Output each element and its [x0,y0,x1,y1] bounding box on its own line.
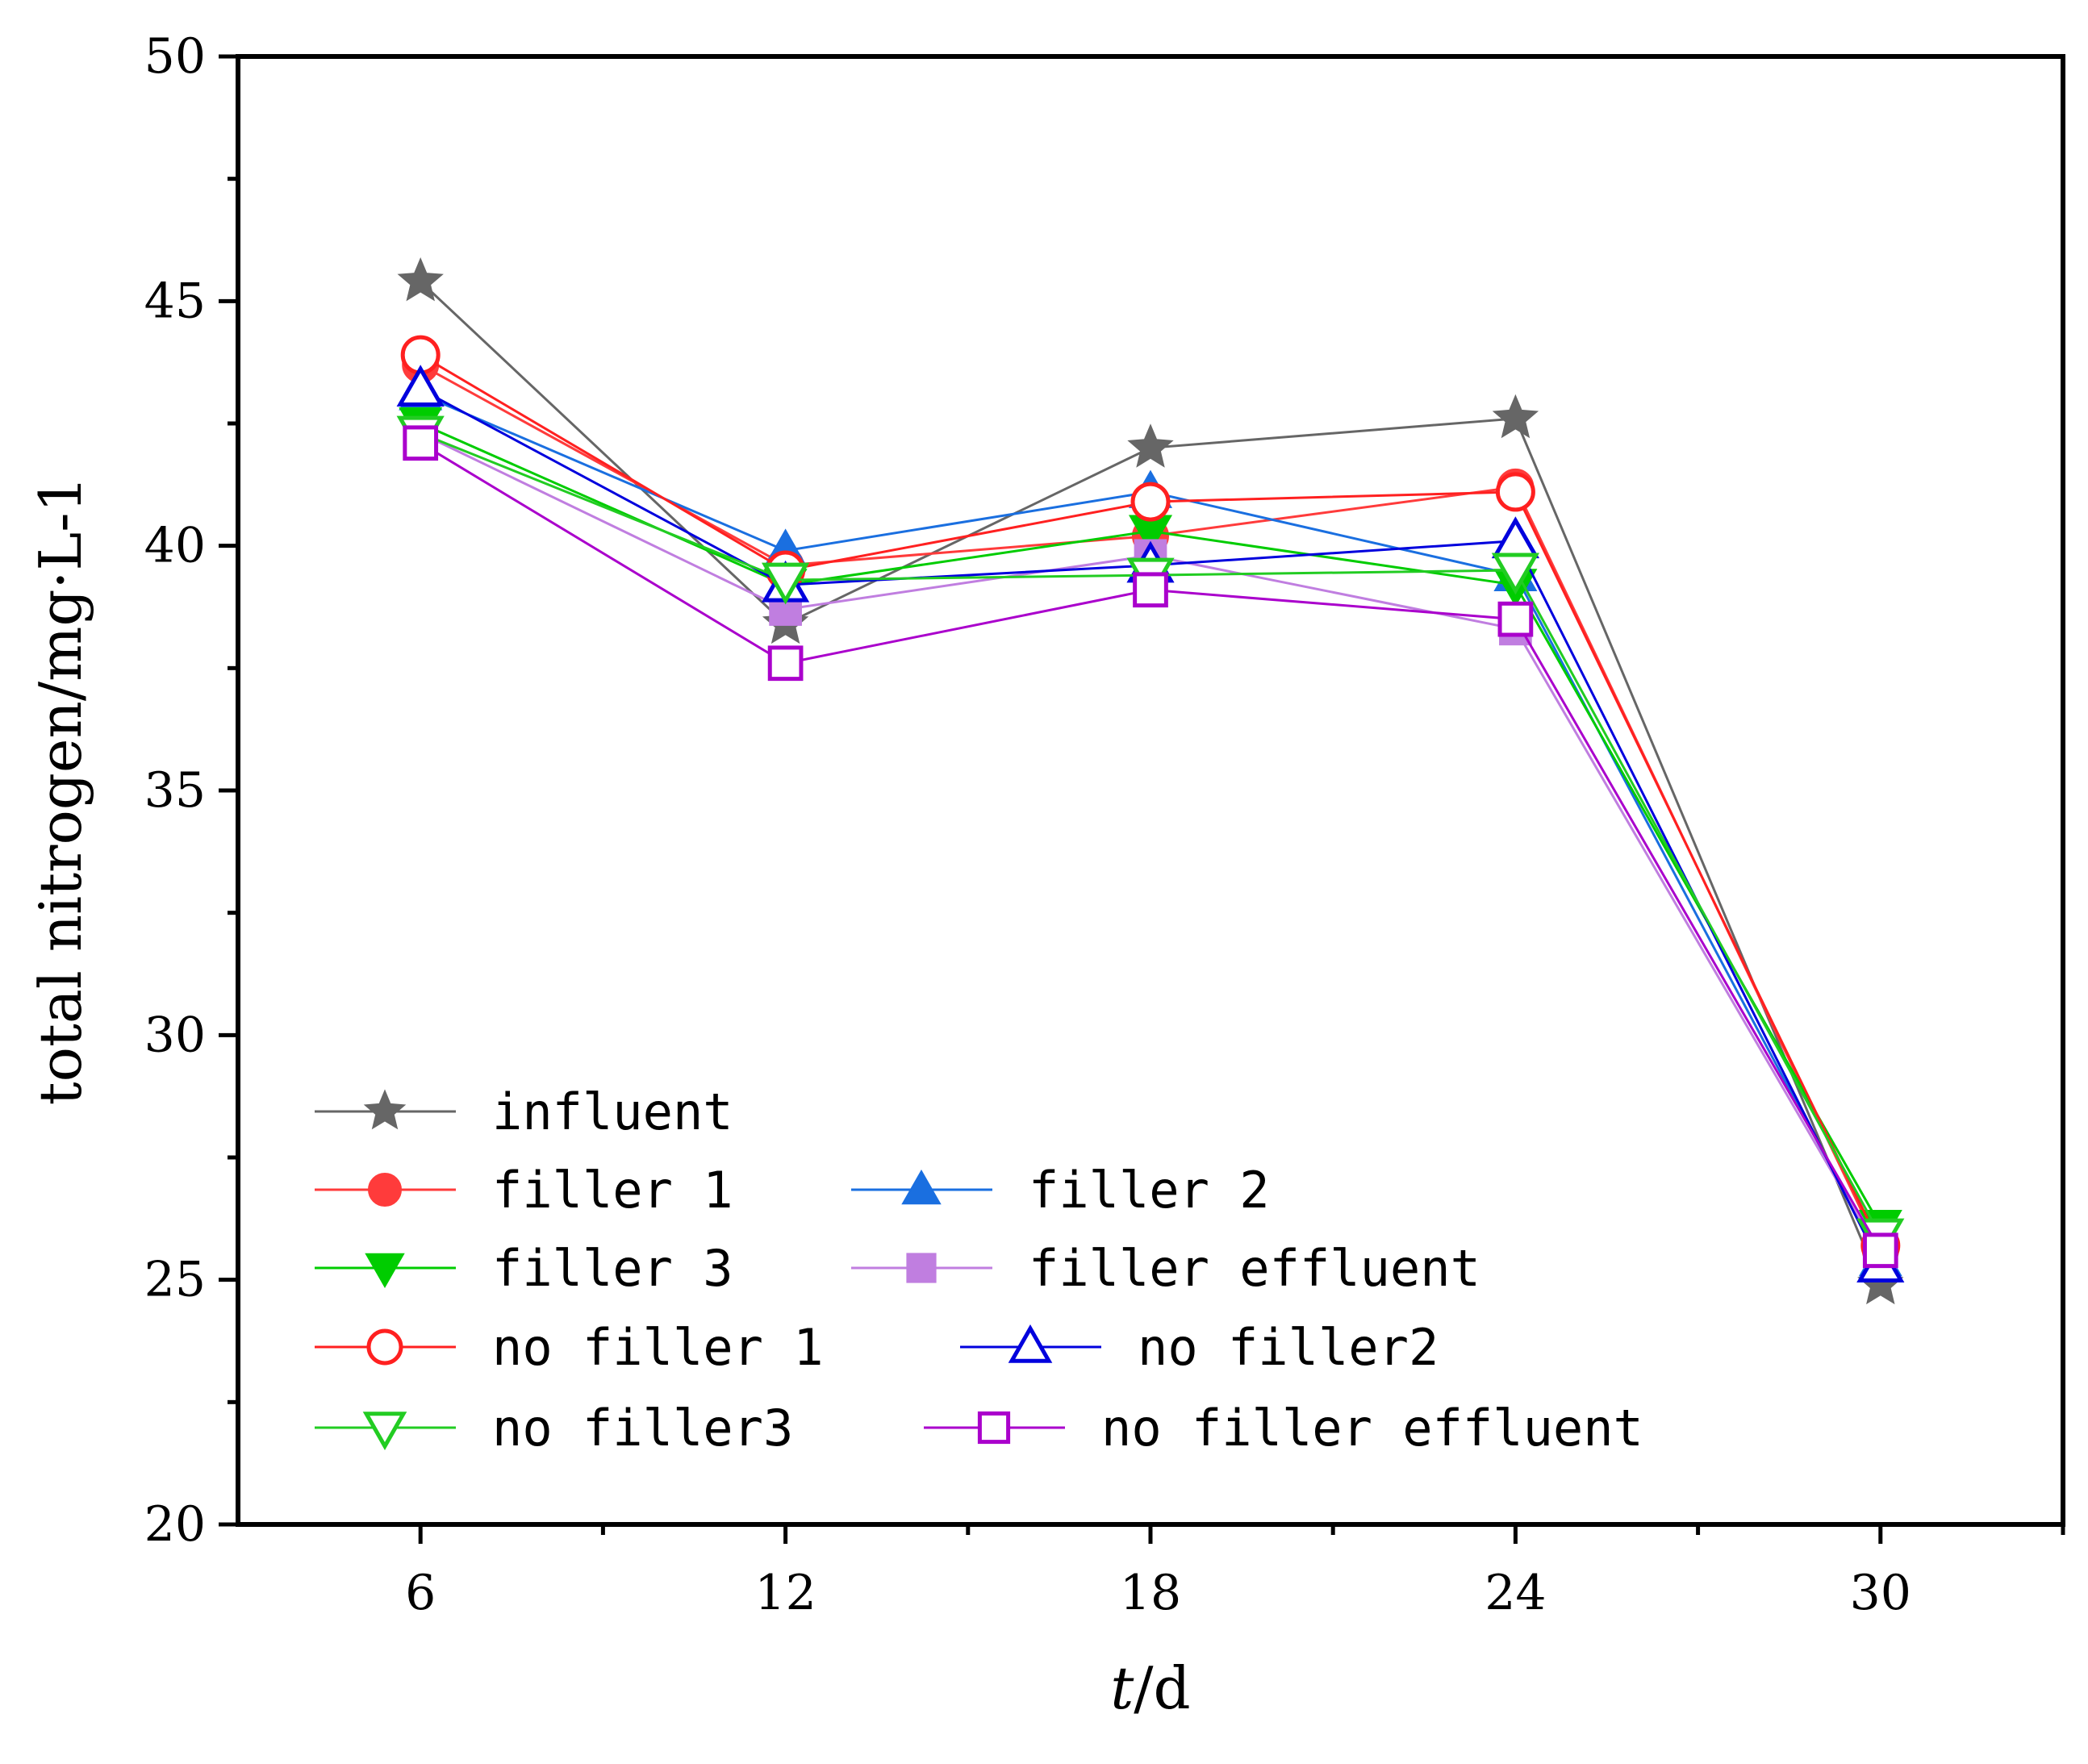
data-point [1497,601,1534,637]
ticks-layer: 20 25 30 35 40 45 50 6 12 18 24 30 [144,28,2065,1621]
legend-item: no filler 1 [315,1318,824,1377]
legend-marker [362,1412,407,1451]
y-tick-label: 30 [144,1007,206,1063]
y-tick-label: 50 [144,28,206,85]
legend-marker [901,1169,942,1205]
x-tick-label: 30 [1850,1565,1911,1621]
data-point [397,257,444,302]
legend: influent filler 1 filler 2 filler 3 filler e… [315,1082,1643,1457]
legend-label: influent [492,1082,733,1141]
x-tick-label: 12 [754,1565,816,1621]
legend-marker [368,1173,402,1207]
series-no-filler-effluent [403,425,1898,1269]
legend-marker [366,1328,403,1366]
legend-label: no filler3 [492,1399,793,1457]
y-tick-label: 25 [144,1252,206,1308]
legend-marker [1008,1324,1053,1363]
legend-item: filler 2 [851,1161,1270,1220]
legend-item: no filler3 [315,1399,793,1457]
legend-item: filler 3 [315,1239,733,1298]
legend-label: filler 3 [492,1239,733,1298]
y-tick-label: 35 [144,762,206,819]
legend-label: filler 2 [1029,1161,1270,1220]
legend-marker [365,1253,405,1289]
legend-item: influent [315,1082,733,1141]
data-point [767,645,804,682]
x-axis-title: t/d [1110,1654,1190,1722]
data-point [1133,572,1168,608]
data-point [1127,423,1174,468]
data-point [403,425,439,461]
series-layer [396,257,1905,1305]
y-axis-title: total nitrogen/mg·L-1 [27,476,94,1106]
legend-marker [977,1411,1011,1445]
legend-label: no filler effluent [1101,1399,1643,1457]
legend-item: filler 1 [315,1161,733,1220]
x-axis-title-italic: t [1110,1654,1134,1722]
y-tick-label: 20 [144,1496,206,1553]
data-point [1495,472,1535,512]
legend-item: no filler effluent [924,1399,1643,1457]
data-point [761,562,810,605]
x-tick-label: 24 [1485,1565,1546,1621]
y-tick-label: 40 [144,518,206,574]
legend-label: no filler2 [1138,1318,1439,1377]
legend-marker [363,1089,407,1130]
legend-item: no filler2 [960,1318,1439,1377]
data-point [1492,394,1539,439]
legend-marker [906,1253,937,1283]
data-point [1862,1232,1898,1269]
data-point [1130,482,1171,522]
x-axis-title-rest: /d [1134,1654,1190,1722]
legend-label: no filler 1 [492,1318,824,1377]
legend-label: filler 1 [492,1161,733,1220]
y-tick-label: 45 [144,273,206,329]
x-tick-label: 6 [405,1565,436,1621]
data-point [1491,553,1540,595]
data-point [396,365,445,407]
x-tick-label: 18 [1120,1565,1181,1621]
legend-label: filler effluent [1029,1239,1480,1298]
legend-item: filler effluent [851,1239,1480,1298]
